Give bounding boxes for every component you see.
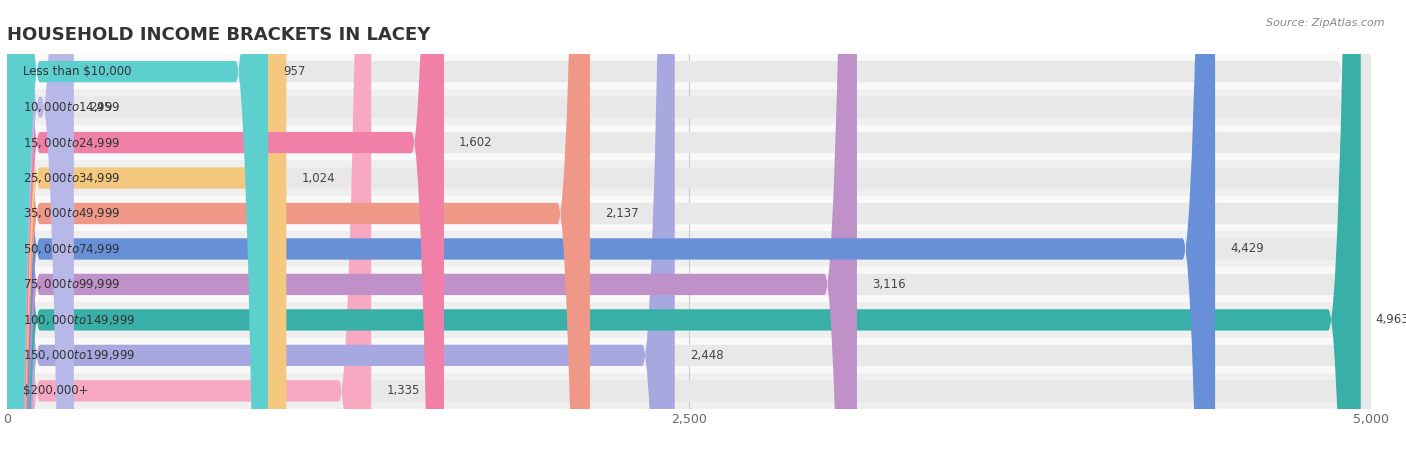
FancyBboxPatch shape (7, 0, 1371, 449)
FancyBboxPatch shape (7, 0, 1361, 449)
FancyBboxPatch shape (7, 0, 75, 449)
Text: $15,000 to $24,999: $15,000 to $24,999 (24, 136, 121, 150)
Text: 957: 957 (283, 65, 305, 78)
Bar (7, 373, 1371, 409)
FancyBboxPatch shape (7, 0, 1371, 449)
Text: $150,000 to $199,999: $150,000 to $199,999 (24, 348, 136, 362)
FancyBboxPatch shape (7, 0, 858, 449)
Text: 3,116: 3,116 (872, 278, 905, 291)
FancyBboxPatch shape (7, 0, 1371, 449)
FancyBboxPatch shape (7, 0, 1371, 449)
FancyBboxPatch shape (7, 0, 1215, 449)
Text: Less than $10,000: Less than $10,000 (24, 65, 132, 78)
Text: 1,602: 1,602 (458, 136, 492, 149)
FancyBboxPatch shape (7, 0, 675, 449)
Text: 4,963: 4,963 (1375, 313, 1406, 326)
FancyBboxPatch shape (7, 0, 444, 449)
Text: $200,000+: $200,000+ (24, 384, 89, 397)
Bar (7, 302, 1371, 338)
FancyBboxPatch shape (7, 0, 1371, 449)
Bar (7, 267, 1371, 302)
Text: $50,000 to $74,999: $50,000 to $74,999 (24, 242, 121, 256)
Bar (7, 89, 1371, 125)
Bar (7, 160, 1371, 196)
Text: Source: ZipAtlas.com: Source: ZipAtlas.com (1267, 18, 1385, 28)
Bar (7, 54, 1371, 89)
Bar (7, 231, 1371, 267)
Text: HOUSEHOLD INCOME BRACKETS IN LACEY: HOUSEHOLD INCOME BRACKETS IN LACEY (7, 26, 430, 44)
Text: $75,000 to $99,999: $75,000 to $99,999 (24, 277, 121, 291)
FancyBboxPatch shape (7, 0, 1371, 449)
Bar (7, 196, 1371, 231)
Text: 2,448: 2,448 (690, 349, 723, 362)
Text: 1,335: 1,335 (387, 384, 419, 397)
FancyBboxPatch shape (7, 0, 1371, 449)
Text: 2,137: 2,137 (605, 207, 638, 220)
FancyBboxPatch shape (7, 0, 1371, 449)
Text: 245: 245 (89, 101, 111, 114)
Text: $100,000 to $149,999: $100,000 to $149,999 (24, 313, 136, 327)
Text: $10,000 to $14,999: $10,000 to $14,999 (24, 100, 121, 114)
Bar (7, 125, 1371, 160)
FancyBboxPatch shape (7, 0, 591, 449)
FancyBboxPatch shape (7, 0, 371, 449)
Text: 1,024: 1,024 (301, 172, 335, 185)
Text: $25,000 to $34,999: $25,000 to $34,999 (24, 171, 121, 185)
FancyBboxPatch shape (7, 0, 1371, 449)
FancyBboxPatch shape (7, 0, 287, 449)
Text: 4,429: 4,429 (1230, 242, 1264, 255)
FancyBboxPatch shape (7, 0, 269, 449)
FancyBboxPatch shape (7, 0, 1371, 449)
Bar (7, 338, 1371, 373)
Text: $35,000 to $49,999: $35,000 to $49,999 (24, 207, 121, 220)
